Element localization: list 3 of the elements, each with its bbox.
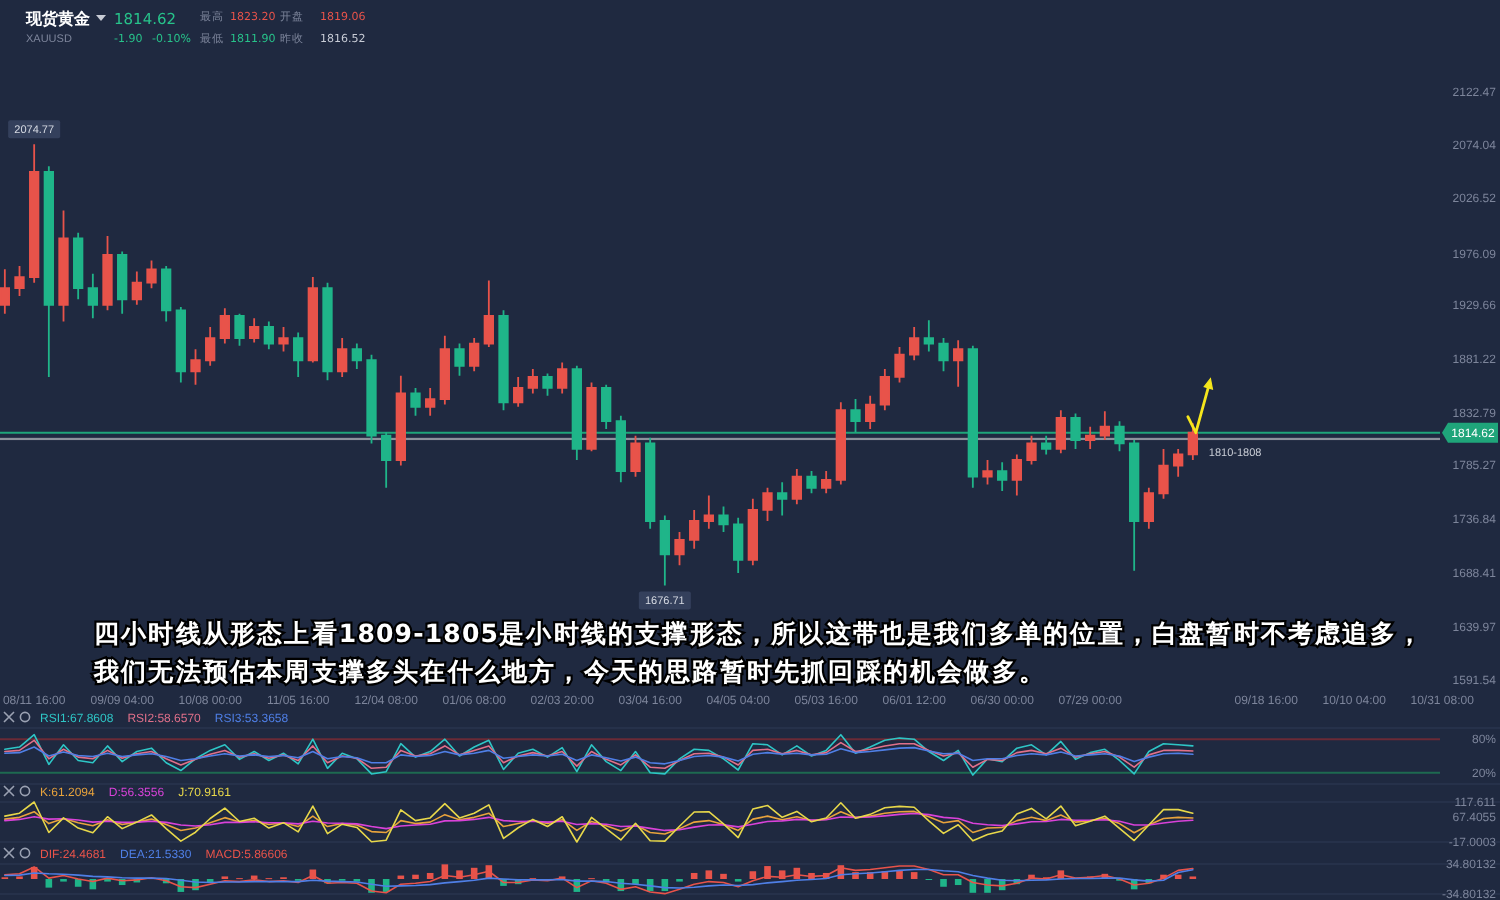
annotation: 我们无法预估本周支撑多头在什么地方，今天的思路暂时先抓回踩的机会做多。 — [92, 656, 1046, 686]
annotation: 四小时线从形态上看1809-1805是小时线的支撑形态，所以这带也是我们多单的位置，白盘暂时不考虑追多， — [94, 618, 1424, 648]
text: 现货黄金 — [24, 10, 92, 28]
